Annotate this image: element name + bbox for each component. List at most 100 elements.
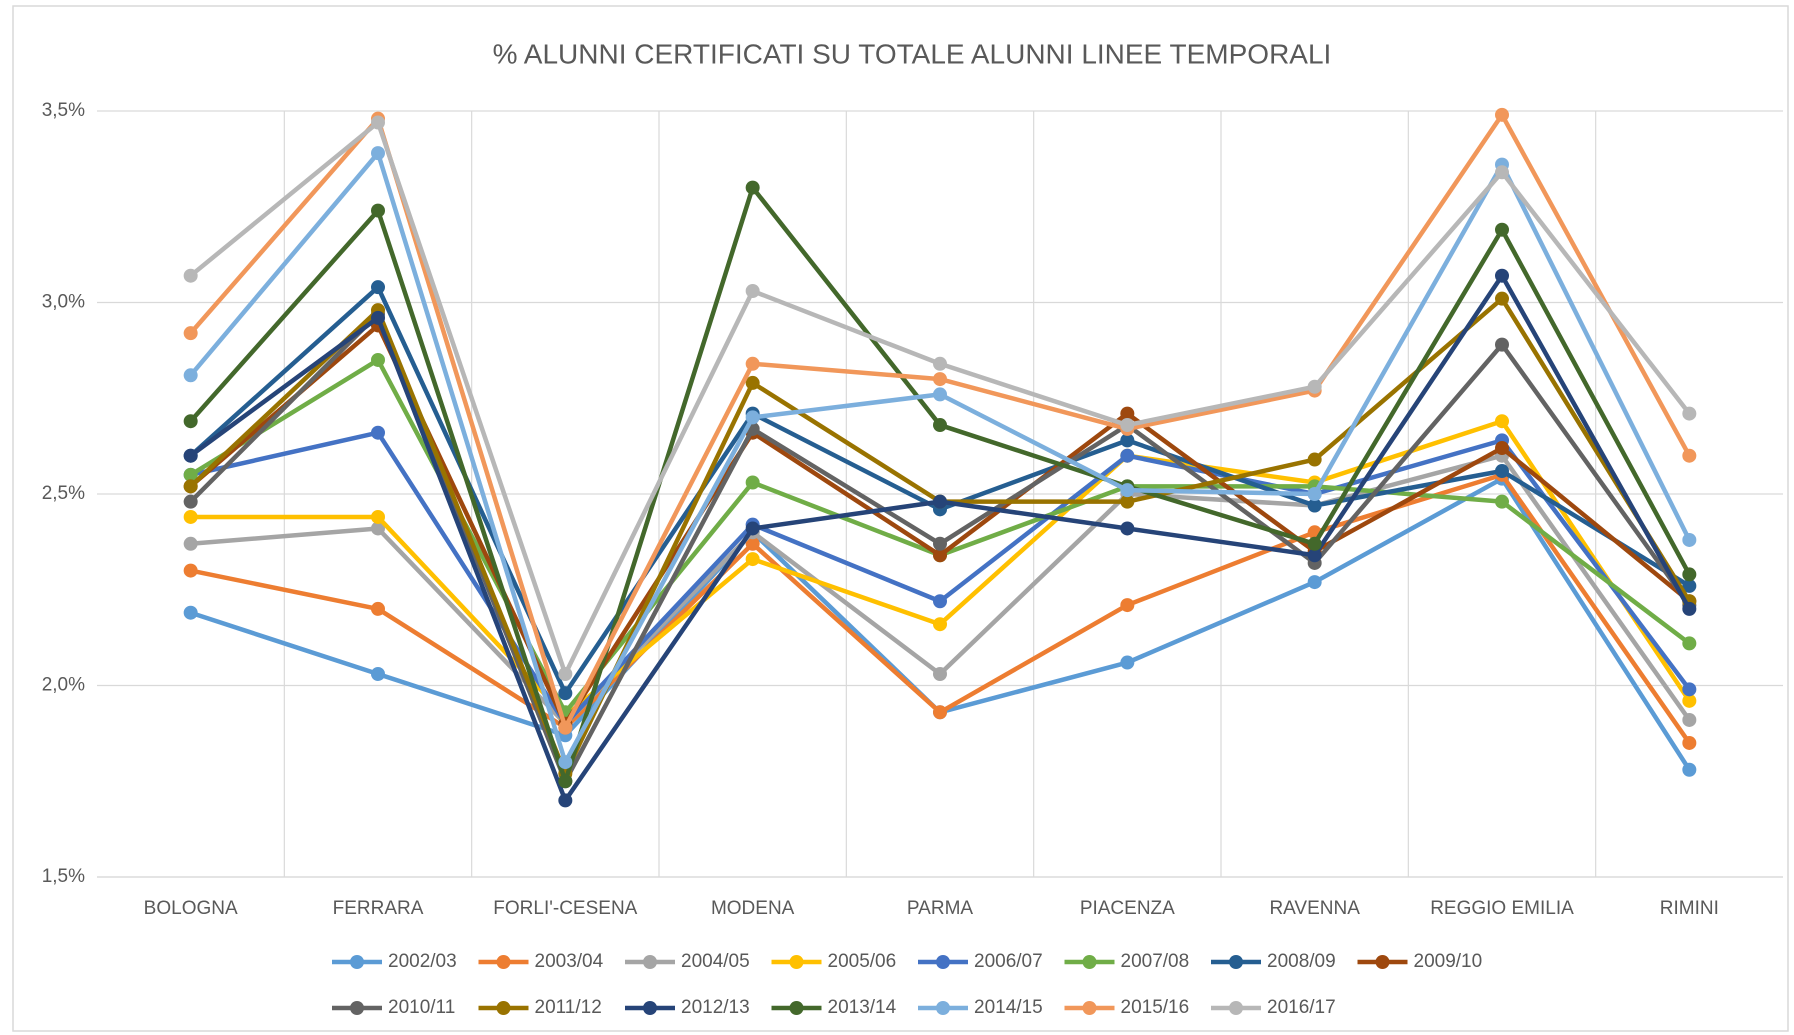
- legend-label: 2002/03: [388, 951, 457, 972]
- legend-label: 2013/14: [828, 997, 897, 1018]
- legend-marker: [936, 1001, 950, 1015]
- legend-marker: [350, 1001, 364, 1015]
- data-point: [1682, 406, 1697, 421]
- series: [183, 107, 1697, 735]
- data-point: [1495, 165, 1509, 180]
- data-point: [745, 521, 760, 536]
- legend-marker: [496, 955, 511, 969]
- x-tick-label: RIMINI: [1660, 898, 1719, 919]
- data-point: [1120, 521, 1135, 536]
- data-point: [1307, 498, 1322, 513]
- data-point: [371, 425, 385, 440]
- data-point: [183, 563, 198, 578]
- legend-label: 2009/10: [1414, 951, 1483, 972]
- data-point: [1307, 575, 1322, 590]
- legend-label: 2003/04: [535, 951, 604, 972]
- x-tick-label: MODENA: [711, 898, 795, 919]
- data-point: [933, 617, 947, 632]
- data-point: [933, 356, 947, 371]
- legend-label: 2007/08: [1121, 951, 1190, 972]
- y-tick-label: 3,5%: [42, 100, 85, 121]
- data-point: [1682, 636, 1697, 651]
- data-point: [933, 536, 947, 551]
- data-point: [933, 494, 947, 509]
- data-point: [183, 368, 198, 383]
- legend-marker: [1229, 955, 1243, 969]
- data-point: [1307, 452, 1322, 467]
- legend-marker: [350, 955, 364, 969]
- data-point: [183, 448, 198, 463]
- data-point: [933, 387, 947, 402]
- data-point: [558, 686, 573, 701]
- data-point: [1120, 598, 1135, 613]
- data-point: [1307, 536, 1322, 551]
- data-point: [1682, 693, 1697, 708]
- series: [183, 268, 1697, 808]
- y-tick-label: 2,0%: [42, 675, 85, 696]
- legend-marker: [496, 1001, 511, 1015]
- data-point: [933, 705, 947, 720]
- data-point: [933, 594, 947, 609]
- legend-marker: [643, 1001, 657, 1015]
- data-point: [745, 356, 760, 371]
- data-point: [1307, 548, 1322, 563]
- data-point: [933, 667, 947, 682]
- data-point: [1120, 433, 1135, 448]
- legend-marker: [1082, 1001, 1097, 1015]
- data-point: [1120, 655, 1135, 670]
- legend-label: 2011/12: [535, 997, 602, 1018]
- y-tick-label: 3,0%: [42, 292, 85, 313]
- data-point: [1682, 682, 1697, 697]
- data-point: [183, 509, 198, 524]
- data-point: [1495, 441, 1509, 456]
- data-point: [745, 475, 760, 490]
- data-point: [558, 667, 573, 682]
- data-point: [1682, 762, 1697, 777]
- data-point: [371, 352, 385, 367]
- data-point: [183, 479, 198, 494]
- data-point: [1307, 379, 1322, 394]
- data-point: [183, 467, 198, 482]
- data-point: [933, 418, 947, 433]
- data-point: [745, 284, 760, 299]
- data-point: [745, 180, 760, 195]
- data-point: [371, 521, 385, 536]
- x-tick-label: PARMA: [907, 898, 973, 919]
- legend-marker: [789, 955, 804, 969]
- series: [183, 115, 1697, 682]
- data-point: [1120, 406, 1135, 421]
- data-point: [371, 310, 385, 325]
- data-point: [1682, 601, 1697, 616]
- data-point: [1495, 222, 1509, 237]
- data-point: [745, 536, 760, 551]
- data-point: [558, 755, 573, 770]
- data-point: [1682, 532, 1697, 547]
- legend-label: 2008/09: [1267, 951, 1336, 972]
- data-point: [1120, 494, 1135, 509]
- legend-marker: [1082, 955, 1097, 969]
- data-point: [183, 605, 198, 620]
- data-point: [1495, 268, 1509, 283]
- data-point: [371, 667, 385, 682]
- y-tick-label: 1,5%: [42, 866, 85, 887]
- legend-label: 2015/16: [1121, 997, 1190, 1018]
- legend-marker: [936, 955, 950, 969]
- data-point: [558, 793, 573, 808]
- x-tick-label: BOLOGNA: [144, 898, 238, 919]
- legend-label: 2004/05: [681, 951, 750, 972]
- data-point: [745, 375, 760, 390]
- legend-marker: [1375, 955, 1390, 969]
- data-point: [1495, 464, 1509, 479]
- data-point: [1495, 494, 1509, 509]
- x-tick-label: REGGIO EMILIA: [1430, 898, 1574, 919]
- data-point: [745, 552, 760, 567]
- legend-label: 2012/13: [681, 997, 750, 1018]
- data-point: [183, 536, 198, 551]
- data-point: [1682, 712, 1697, 727]
- legend-label: 2014/15: [974, 997, 1043, 1018]
- data-point: [933, 548, 947, 563]
- data-point: [558, 720, 573, 735]
- legend-label: 2005/06: [828, 951, 897, 972]
- data-point: [1120, 483, 1135, 498]
- data-point: [371, 146, 385, 161]
